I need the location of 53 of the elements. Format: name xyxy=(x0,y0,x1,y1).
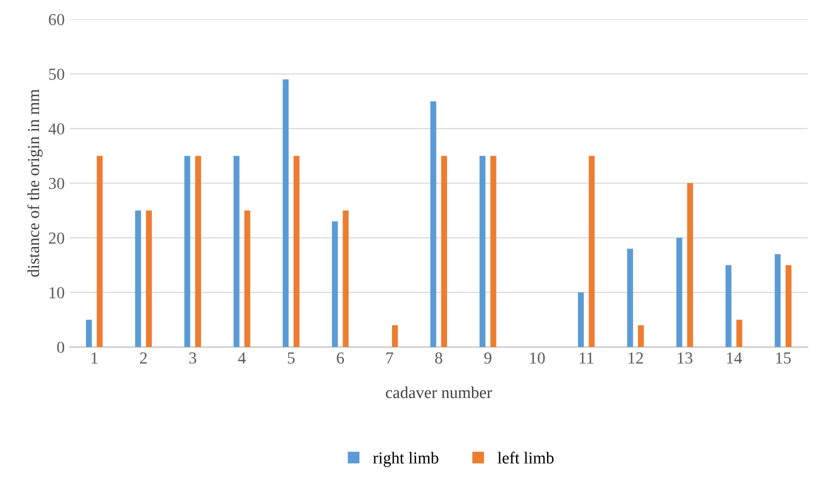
legend-label: right limb xyxy=(373,452,438,467)
bar xyxy=(676,238,682,348)
bar xyxy=(244,210,250,348)
bar xyxy=(490,156,496,348)
y-tick-label: 30 xyxy=(48,178,64,190)
bar xyxy=(392,325,398,348)
bar xyxy=(195,156,202,348)
bar xyxy=(430,101,436,348)
bar xyxy=(638,325,644,348)
bar xyxy=(441,156,448,348)
y-tick-label: 50 xyxy=(49,68,64,80)
bar xyxy=(480,156,486,348)
x-tick-label: 9 xyxy=(484,352,492,364)
x-tick-label: 6 xyxy=(336,352,344,364)
bar xyxy=(578,292,584,348)
y-tick-label: 10 xyxy=(50,287,64,298)
bar xyxy=(86,320,92,348)
x-tick-label: 8 xyxy=(435,352,442,364)
y-tick-label: 0 xyxy=(57,342,64,353)
x-tick-label: 3 xyxy=(189,352,196,364)
bar xyxy=(146,210,152,348)
x-tick-label: 11 xyxy=(580,352,594,364)
x-tick-label: 1 xyxy=(92,352,98,364)
y-axis-title: distance of the origin in mm xyxy=(27,89,43,277)
bar xyxy=(282,79,289,348)
bar xyxy=(627,248,634,348)
bar xyxy=(332,221,338,348)
bar xyxy=(294,156,300,348)
x-tick-label: 2 xyxy=(140,352,147,364)
bar xyxy=(726,265,732,348)
bar xyxy=(135,210,142,348)
x-tick-label: 4 xyxy=(238,352,246,364)
legend-label: left limb xyxy=(498,452,554,464)
y-tick-label: 20 xyxy=(48,232,64,244)
bar xyxy=(687,183,694,348)
x-tick-label: 10 xyxy=(530,352,545,364)
x-tick-label: 15 xyxy=(776,352,791,364)
x-tick-label: 7 xyxy=(386,352,394,364)
x-tick-label: 5 xyxy=(288,352,295,364)
x-tick-label: 13 xyxy=(678,352,692,364)
bar xyxy=(96,156,103,348)
bar xyxy=(342,210,349,348)
x-tick-label: 12 xyxy=(628,352,643,364)
y-tick-label: 60 xyxy=(48,14,64,26)
y-tick-label: 40 xyxy=(48,123,64,134)
bar xyxy=(234,156,240,348)
x-axis-title: cadaver number xyxy=(386,386,492,398)
x-tick-label: 14 xyxy=(727,352,742,364)
bar xyxy=(736,320,742,348)
bar xyxy=(786,265,792,348)
bar xyxy=(184,156,190,348)
bar xyxy=(588,156,595,348)
bar xyxy=(774,254,781,348)
